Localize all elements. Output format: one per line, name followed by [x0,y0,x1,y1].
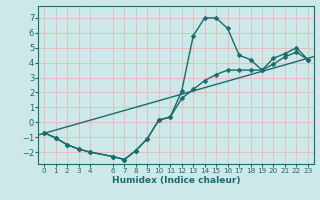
X-axis label: Humidex (Indice chaleur): Humidex (Indice chaleur) [112,176,240,185]
